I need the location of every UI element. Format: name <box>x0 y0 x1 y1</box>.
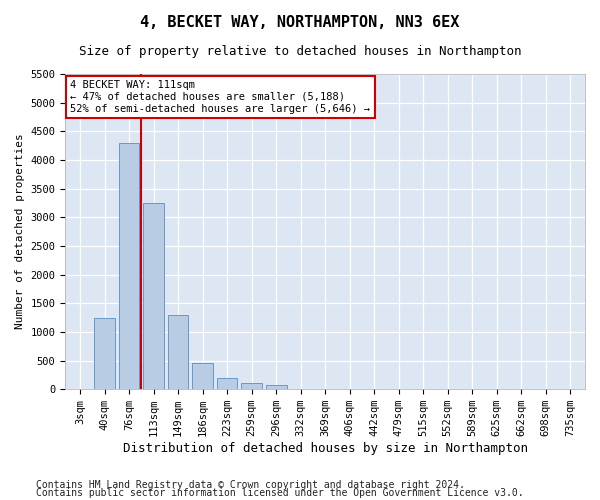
Bar <box>143 203 164 389</box>
Bar <box>266 385 287 389</box>
Bar <box>94 318 115 389</box>
Bar <box>217 378 238 389</box>
Y-axis label: Number of detached properties: Number of detached properties <box>15 134 25 330</box>
Text: 4 BECKET WAY: 111sqm
← 47% of detached houses are smaller (5,188)
52% of semi-de: 4 BECKET WAY: 111sqm ← 47% of detached h… <box>70 80 370 114</box>
Bar <box>241 384 262 389</box>
Bar <box>167 314 188 389</box>
Bar <box>192 364 213 389</box>
Bar <box>119 143 139 389</box>
Text: Size of property relative to detached houses in Northampton: Size of property relative to detached ho… <box>79 45 521 58</box>
Text: 4, BECKET WAY, NORTHAMPTON, NN3 6EX: 4, BECKET WAY, NORTHAMPTON, NN3 6EX <box>140 15 460 30</box>
Text: Contains public sector information licensed under the Open Government Licence v3: Contains public sector information licen… <box>36 488 524 498</box>
Text: Contains HM Land Registry data © Crown copyright and database right 2024.: Contains HM Land Registry data © Crown c… <box>36 480 465 490</box>
X-axis label: Distribution of detached houses by size in Northampton: Distribution of detached houses by size … <box>122 442 527 455</box>
